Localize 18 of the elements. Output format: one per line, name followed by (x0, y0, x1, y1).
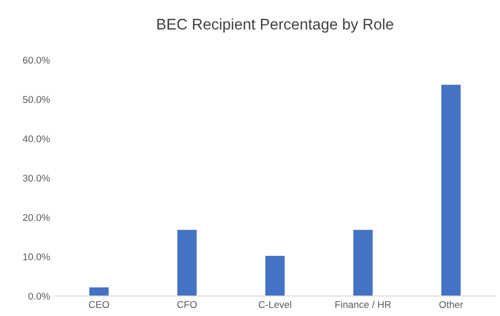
x-tick-label: Finance / HR (335, 300, 391, 308)
bar (265, 256, 285, 296)
chart-title: BEC Recipient Percentage by Role (157, 18, 394, 33)
y-tick-label: 10.0% (23, 253, 50, 260)
y-tick-label: 20.0% (23, 214, 50, 221)
bar (353, 230, 373, 296)
bar (177, 230, 197, 296)
x-tick-label: Other (439, 300, 463, 308)
bar (441, 84, 461, 296)
y-tick-label: 30.0% (22, 174, 50, 182)
x-tick-label: CEO (88, 301, 110, 308)
y-tick-label: 50.0% (22, 96, 50, 103)
y-tick-label: 0.0% (28, 292, 50, 300)
y-tick-label: 40.0% (22, 135, 50, 142)
bar (89, 287, 109, 296)
y-tick-label: 60.0% (23, 56, 50, 64)
x-tick-label: CFO (177, 301, 197, 308)
x-tick-label: C-Level (258, 300, 292, 308)
